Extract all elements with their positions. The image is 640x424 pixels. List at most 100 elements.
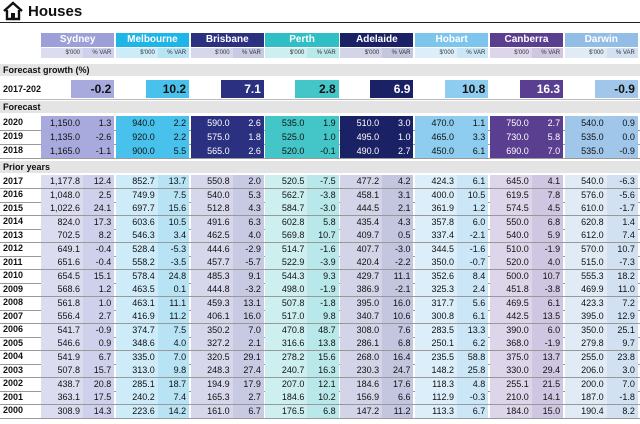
table-cell: -5.7	[232, 256, 264, 270]
table-cell: 11.0	[606, 283, 638, 297]
table-cell: 11.2	[382, 404, 414, 418]
unit-label: % VAR	[382, 48, 414, 58]
table-cell: 546.3	[115, 229, 158, 243]
table-cell: 406.1	[190, 310, 233, 324]
table-cell: 58.8	[457, 350, 489, 364]
table-cell: 498.0	[265, 283, 308, 297]
table-cell: 4.2	[382, 175, 414, 189]
table-cell: -2.2	[382, 256, 414, 270]
row-rule	[0, 129, 640, 130]
table-cell: 1,165.0	[41, 144, 83, 158]
table-cell: 223.6	[115, 404, 158, 418]
table-cell: 1,135.0	[41, 130, 83, 144]
table-cell: 13.3	[457, 323, 489, 337]
table-cell: 690.0	[489, 144, 532, 158]
table-cell: 407.7	[340, 242, 383, 256]
city-header: Darwin	[564, 33, 638, 47]
table-cell: 7.0	[606, 377, 638, 391]
table-cell: 6.1	[457, 144, 489, 158]
table-cell: 6.0	[457, 215, 489, 229]
table-cell: 350.0	[415, 256, 457, 270]
year-label: 2017	[3, 175, 24, 186]
row-rule	[0, 282, 640, 283]
row-rule	[0, 215, 640, 216]
table-cell: 400.0	[415, 188, 457, 202]
table-cell: 112.9	[415, 391, 457, 405]
table-cell: 13.5	[531, 310, 564, 324]
row-rule	[0, 242, 640, 243]
table-cell: 491.6	[190, 215, 233, 229]
table-cell: 7.4	[157, 391, 190, 405]
table-cell: 3.0	[382, 116, 414, 130]
table-cell: 470.0	[415, 116, 457, 130]
table-cell: 459.3	[190, 296, 233, 310]
city-header: Adelaide	[340, 33, 414, 47]
table-cell: 320.5	[190, 350, 233, 364]
table-cell: 507.8	[41, 364, 83, 378]
table-cell: 569.8	[265, 229, 308, 243]
year-label: 2019	[3, 131, 24, 141]
row-rule	[0, 269, 640, 270]
table-cell: -5.6	[606, 188, 638, 202]
table-cell: 12.1	[307, 377, 339, 391]
table-cell: 12.4	[83, 175, 115, 189]
row-rule	[0, 350, 640, 351]
row-rule	[0, 157, 640, 158]
year-label: 2000	[3, 405, 24, 416]
table-cell: 27.4	[232, 364, 264, 378]
home-icon	[3, 1, 23, 21]
table-cell: 540.0	[564, 175, 607, 189]
table-cell: 2.6	[232, 116, 264, 130]
city-header: Brisbane	[190, 33, 264, 47]
year-label: 2001	[3, 391, 24, 402]
table-cell: -3.0	[382, 242, 414, 256]
table-cell: 6.7	[232, 404, 264, 418]
table-cell: 1.9	[307, 116, 339, 130]
table-cell: 590.0	[190, 116, 233, 130]
table-cell: 3.4	[157, 229, 190, 243]
unit-label: $'000	[190, 48, 233, 58]
table-cell: -0.1	[307, 144, 339, 158]
table-cell: 285.1	[115, 377, 158, 391]
table-cell: 1.0	[307, 130, 339, 144]
table-cell: 308.0	[340, 323, 383, 337]
table-cell: -3.2	[232, 283, 264, 297]
table-cell: 490.0	[340, 144, 383, 158]
table-cell: 465.0	[415, 130, 457, 144]
table-cell: 6.8	[531, 215, 564, 229]
city-header: Melbourne	[115, 33, 190, 47]
table-cell: 11.1	[382, 269, 414, 283]
table-cell: 14.2	[157, 404, 190, 418]
table-cell: 824.0	[41, 215, 83, 229]
city-header: Perth	[265, 33, 339, 47]
table-cell: 1.8	[232, 130, 264, 144]
page-title: Houses	[28, 2, 83, 20]
table-cell: 12.9	[606, 310, 638, 324]
table-cell: 240.7	[265, 364, 308, 378]
row-rule	[0, 323, 640, 324]
table-cell: 450.0	[415, 144, 457, 158]
table-cell: 2.6	[232, 144, 264, 158]
table-cell: -6.3	[606, 175, 638, 189]
table-cell: 395.0	[564, 310, 607, 324]
row-rule	[0, 188, 640, 189]
table-cell: 4.5	[531, 202, 564, 216]
table-cell: 520.0	[489, 256, 532, 270]
table-cell: 10.5	[457, 188, 489, 202]
table-cell: 13.7	[531, 350, 564, 364]
table-cell: 6.1	[457, 310, 489, 324]
unit-label: % VAR	[457, 48, 489, 58]
table-cell: 9.8	[157, 364, 190, 378]
table-cell: 18.2	[606, 269, 638, 283]
table-cell: 308.9	[41, 404, 83, 418]
table-cell: 556.4	[41, 310, 83, 324]
table-cell: 7.5	[157, 188, 190, 202]
table-cell: 2.5	[83, 188, 115, 202]
table-cell: 161.0	[190, 404, 233, 418]
table-cell: 423.3	[564, 296, 607, 310]
table-cell: 620.8	[564, 215, 607, 229]
unit-label: % VAR	[307, 48, 339, 58]
table-cell: -7.3	[606, 256, 638, 270]
table-cell: 327.2	[190, 337, 233, 351]
table-cell: 25.8	[457, 364, 489, 378]
